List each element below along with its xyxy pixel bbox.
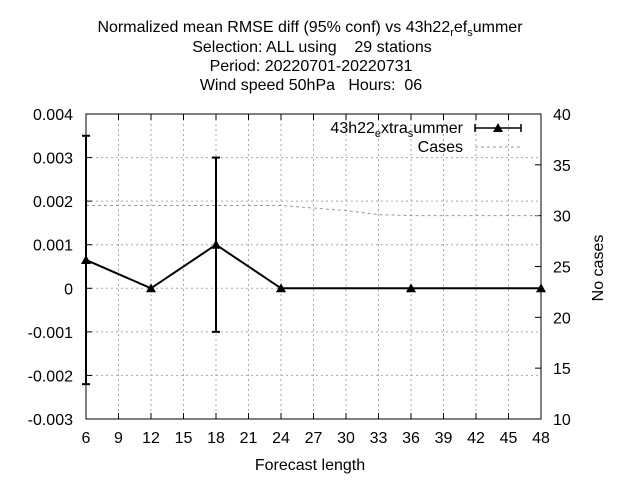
x-tick-label: 45: [500, 430, 518, 447]
x-tick-label: 48: [532, 430, 550, 447]
y2-axis-ticks: 40 35 30 25 20 15 10: [535, 107, 571, 429]
data-point-marker: [146, 283, 156, 293]
y-tick-label: 0.004: [33, 107, 73, 124]
y-tick-label: 0: [64, 281, 73, 298]
data-point-marker: [211, 239, 221, 249]
y2-axis-label: No cases: [590, 235, 607, 302]
series-layer: [81, 134, 546, 386]
data-point-marker: [536, 283, 546, 293]
legend-label-series-2: Cases: [418, 139, 463, 156]
y-tick-label: -0.003: [28, 412, 73, 429]
x-tick-label: 6: [82, 430, 91, 447]
x-tick-label: 18: [207, 430, 225, 447]
x-tick-label: 42: [467, 430, 485, 447]
series-line-cases: [86, 205, 541, 217]
legend-swatch-series-1: [474, 123, 522, 132]
title-line-4: Wind speed 50hPa Hours: 06: [200, 77, 422, 94]
data-point-marker: [276, 283, 286, 293]
x-axis-ticks: 6 9 12 15 18 21 24 27 30 33 36 39 42 45 48: [82, 114, 550, 447]
x-tick-label: 9: [114, 430, 123, 447]
x-tick-label: 15: [175, 430, 193, 447]
x-tick-label: 24: [272, 430, 290, 447]
x-axis-label: Forecast length: [255, 457, 365, 474]
y2-tick-label: 40: [553, 107, 571, 124]
legend-label-series-1: 43h22extrasummer: [330, 120, 463, 140]
legend: 43h22extrasummer Cases: [330, 120, 522, 156]
x-tick-label: 39: [435, 430, 453, 447]
title-line-3: Period: 20220701-20220731: [210, 58, 413, 75]
y-axis-ticks: 0.004 0.003 0.002 0.001 0 -0.001 -0.002 -0.003: [28, 107, 92, 429]
y-tick-label: 0.003: [33, 151, 73, 168]
series-line-main: [85, 243, 541, 290]
chart-title: Normalized mean RMSE diff (95% conf) vs …: [97, 19, 523, 94]
x-tick-label: 33: [370, 430, 388, 447]
y2-tick-label: 20: [553, 310, 571, 327]
title-line-2: Selection: ALL using 29 stations: [192, 39, 432, 56]
x-tick-label: 36: [402, 430, 420, 447]
data-point-marker: [81, 254, 91, 264]
y-tick-label: 0.001: [33, 238, 73, 255]
y2-tick-label: 15: [553, 361, 571, 378]
y2-tick-label: 10: [553, 412, 571, 429]
y-tick-label: 0.002: [33, 194, 73, 211]
y2-tick-label: 35: [553, 158, 571, 175]
y2-tick-label: 25: [553, 260, 571, 277]
data-point-marker: [406, 283, 416, 293]
x-tick-label: 12: [142, 430, 160, 447]
y-tick-label: -0.001: [28, 325, 73, 342]
y2-tick-label: 30: [553, 209, 571, 226]
x-tick-label: 27: [305, 430, 323, 447]
grid: [86, 114, 541, 419]
y-tick-label: -0.002: [28, 368, 73, 385]
x-tick-label: 30: [337, 430, 355, 447]
title-line-1: Normalized mean RMSE diff (95% conf) vs …: [97, 19, 523, 39]
x-tick-label: 21: [240, 430, 258, 447]
